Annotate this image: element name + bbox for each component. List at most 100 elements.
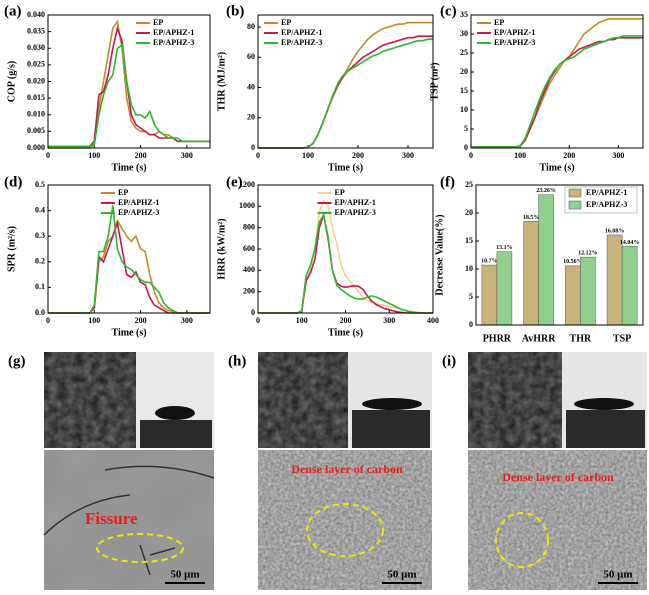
char-texture — [44, 352, 136, 448]
y-tick-label: 0.5 — [35, 180, 45, 189]
x-tick-label: 100 — [302, 151, 314, 160]
y-tick-label: 60 — [247, 52, 255, 61]
legend-label: EP/APHZ-3 — [118, 208, 159, 217]
y-tick-label: 800 — [243, 222, 255, 231]
y-tick-label: 0.000 — [27, 143, 45, 152]
sem-texture — [468, 450, 647, 590]
x-tick-label: 200 — [340, 316, 352, 325]
data-label: 13.1% — [496, 245, 513, 251]
highlight-ellipse — [495, 512, 549, 568]
y-tick-label: 0.015 — [27, 93, 45, 102]
y-tick-label: 30 — [460, 29, 468, 38]
y-axis-label: THR (MJ/m²) — [216, 52, 227, 111]
data-line — [258, 38, 433, 149]
y-tick-label: 25 — [460, 48, 468, 57]
data-label: 12.12% — [578, 251, 598, 257]
x-tick-label: 300 — [181, 316, 193, 325]
x-tick-label: 300 — [612, 151, 624, 160]
y-tick-label: 10 — [465, 264, 473, 273]
y-axis-label: HRR (kW/m²) — [216, 218, 227, 279]
x-tick-label: PHRR — [483, 333, 512, 344]
char-residue — [362, 398, 422, 410]
data-line — [471, 35, 643, 148]
x-tick-label: 300 — [402, 151, 414, 160]
x-axis-label: Time (s) — [111, 162, 146, 173]
legend-label: EP — [153, 18, 163, 27]
bar — [621, 246, 638, 326]
data-label: 23.26% — [536, 188, 556, 194]
legend-label: EP/APHZ-1 — [153, 28, 194, 37]
y-axis-label: SPR (m²/s) — [6, 226, 17, 272]
panel-label: (i) — [442, 353, 456, 369]
x-tick-label: 0 — [256, 151, 260, 160]
x-tick-label: 0 — [469, 151, 473, 160]
legend-label: EP/APHZ-3 — [153, 38, 194, 47]
legend-label: EP/APHZ-1 — [586, 188, 627, 197]
plot-frame — [475, 184, 644, 326]
y-tick-label: 0.005 — [27, 126, 45, 135]
panel-label: (e) — [226, 174, 243, 190]
x-tick-label: 200 — [352, 151, 364, 160]
image-panel-g: (g) Fissure 50 μm — [8, 352, 215, 590]
plot-frame — [47, 14, 211, 149]
y-axis-label: TSP (m²) — [429, 62, 440, 100]
sem-texture — [258, 450, 432, 590]
x-tick-label: THR — [570, 333, 592, 344]
bar — [523, 221, 539, 326]
panel-label: (b) — [226, 3, 244, 19]
crack — [43, 465, 215, 576]
y-tick-label: 40 — [247, 82, 255, 91]
char-residue — [155, 406, 195, 420]
plot-frame — [257, 184, 434, 314]
legend-label: EP — [281, 18, 291, 27]
x-tick-label: 0 — [256, 316, 260, 325]
data-line — [48, 205, 210, 314]
legend-label: EP/APHZ-1 — [281, 28, 322, 37]
bar — [538, 194, 554, 326]
x-axis-label: Time (s) — [328, 327, 363, 338]
legend-label: EP/APHZ-3 — [281, 38, 322, 47]
scale-label: 50 μm — [603, 569, 632, 581]
scale-label: 50 μm — [387, 569, 416, 581]
x-tick-label: 100 — [88, 151, 100, 160]
y-tick-label: 600 — [243, 244, 255, 253]
x-tick-label: 300 — [181, 151, 193, 160]
scale-label: 50 μm — [170, 569, 199, 581]
legend-label: EP — [494, 18, 504, 27]
y-tick-label: 5 — [464, 124, 468, 133]
data-line — [48, 218, 210, 314]
x-tick-label: TSP — [613, 333, 631, 344]
highlight-ellipse — [96, 533, 184, 563]
panel-label: (d) — [4, 174, 22, 190]
x-tick-label: 200 — [135, 316, 147, 325]
image-panel-i: (i) Dense layer of carbon 50 μm — [442, 352, 647, 590]
x-tick-label: 0 — [46, 151, 50, 160]
x-tick-label: 0 — [46, 316, 50, 325]
y-tick-label: 0.3 — [35, 231, 45, 240]
y-tick-label: 0 — [469, 320, 473, 329]
y-tick-label: 15 — [460, 86, 468, 95]
data-line — [258, 35, 433, 149]
sem-texture — [44, 450, 214, 590]
x-tick-label: 300 — [383, 316, 395, 325]
bar — [481, 264, 498, 326]
data-label: 10.56% — [563, 259, 583, 265]
x-tick-label: AvHRR — [522, 333, 556, 344]
char-residue — [574, 398, 634, 410]
x-axis-label: Time (s) — [111, 327, 146, 338]
y-tick-label: 0.2 — [35, 257, 45, 266]
side-block — [566, 410, 645, 448]
y-tick-label: 35 — [460, 10, 468, 19]
x-tick-label: 200 — [563, 151, 575, 160]
plot-frame — [47, 184, 211, 314]
data-line — [471, 37, 643, 148]
y-tick-label: 20 — [465, 208, 473, 217]
data-line — [48, 43, 210, 148]
annotation: Dense layer of carbon — [291, 462, 403, 476]
legend-label: EP/APHZ-3 — [335, 208, 376, 217]
x-tick-label: 200 — [135, 151, 147, 160]
y-tick-label: 15 — [465, 236, 473, 245]
legend-label: EP/APHZ-3 — [586, 200, 627, 209]
data-label: 16.08% — [605, 228, 625, 234]
